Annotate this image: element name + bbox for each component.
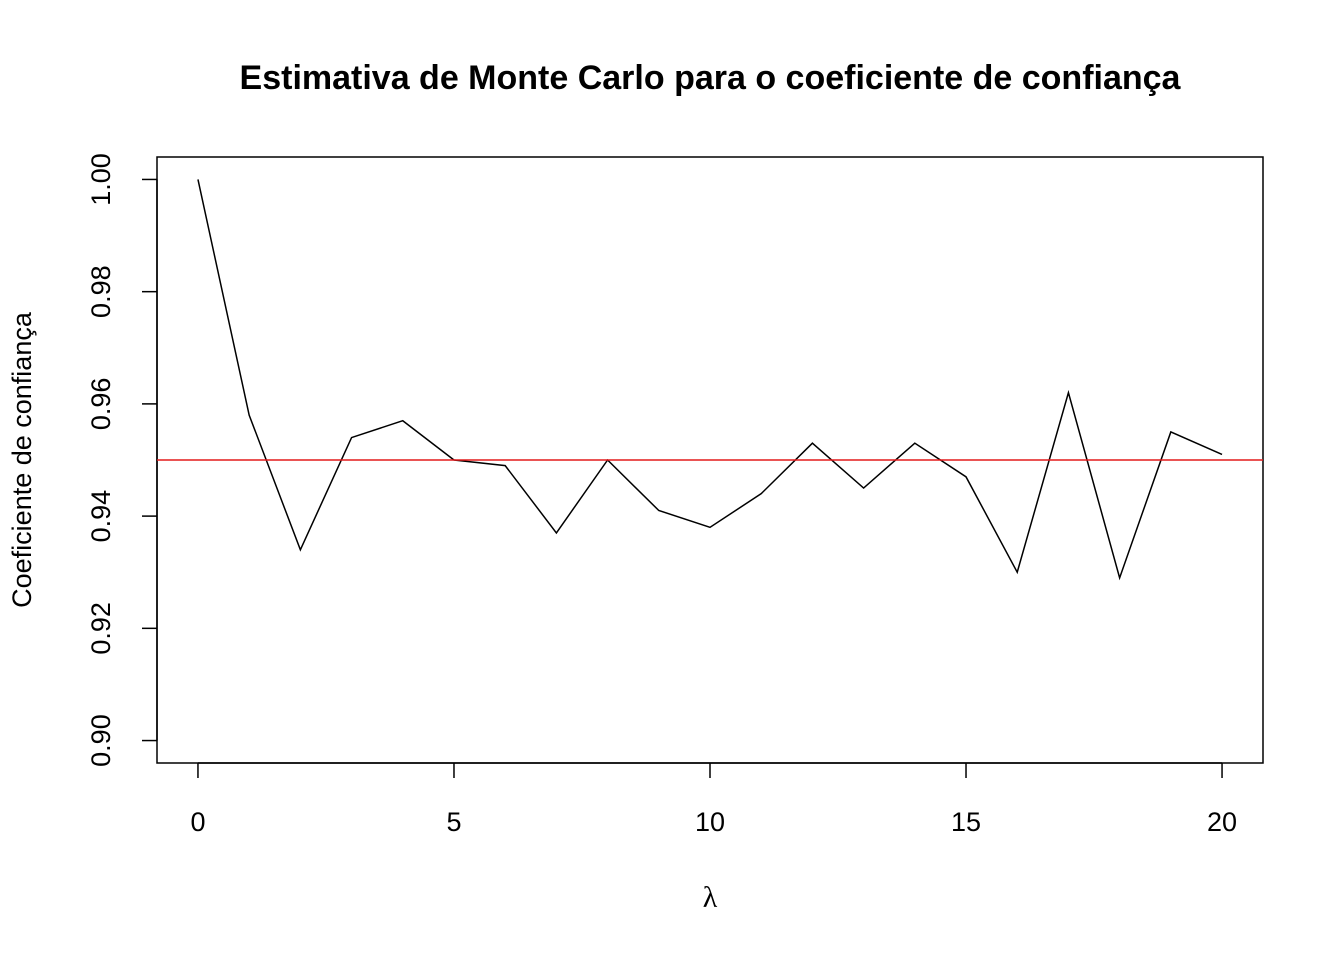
x-tick-label: 0	[190, 807, 205, 837]
y-tick-label: 0.96	[86, 378, 116, 431]
x-tick-label: 20	[1207, 807, 1237, 837]
chart-title: Estimativa de Monte Carlo para o coefici…	[240, 59, 1182, 97]
y-tick-label: 0.94	[86, 490, 116, 543]
x-tick-label: 5	[446, 807, 461, 837]
y-axis-label: Coeficiente de confiança	[7, 311, 37, 608]
data-line	[197, 179, 1223, 581]
x-tick-label: 15	[951, 807, 981, 837]
x-tick-label: 10	[695, 807, 725, 837]
y-tick-label: 0.92	[86, 602, 116, 655]
y-tick-label: 0.90	[86, 714, 116, 767]
y-tick-label: 0.98	[86, 265, 116, 318]
x-axis-label: λ	[703, 881, 718, 914]
y-tick-label: 1.00	[86, 153, 116, 206]
